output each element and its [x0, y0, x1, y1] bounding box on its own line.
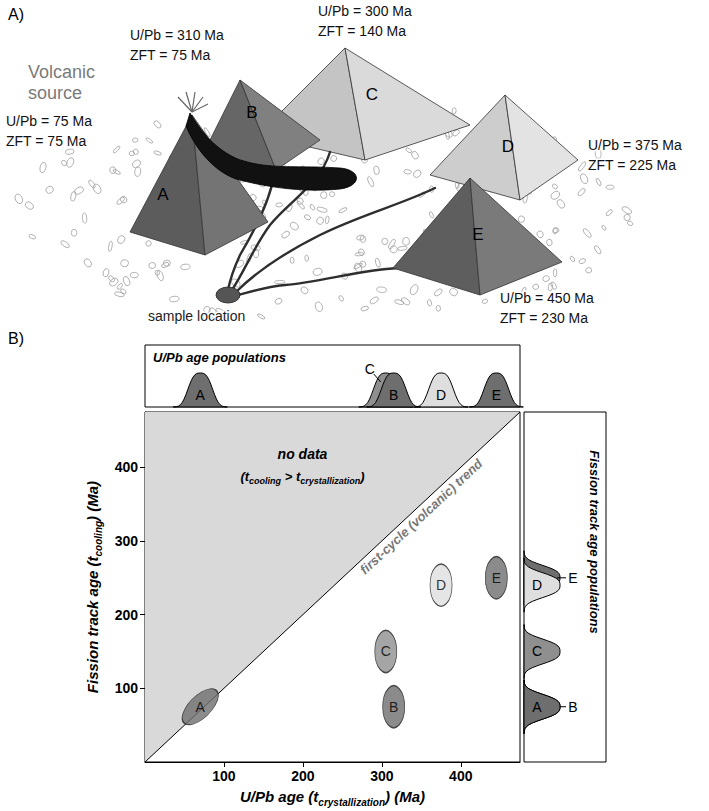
svg-text:sample location: sample location: [148, 308, 245, 324]
svg-text:B: B: [389, 699, 398, 715]
svg-text:A: A: [196, 387, 206, 403]
svg-text:D: D: [436, 387, 446, 403]
svg-text:D: D: [436, 577, 446, 593]
svg-text:cooling: cooling: [93, 521, 104, 557]
svg-text:ZFT = 230 Ma: ZFT = 230 Ma: [500, 310, 588, 326]
svg-text:first-cycle (volcanic) trend: first-cycle (volcanic) trend: [357, 455, 486, 577]
svg-text:E: E: [492, 570, 501, 586]
svg-text:B: B: [389, 387, 398, 403]
svg-text:C: C: [366, 85, 378, 104]
svg-text:D: D: [532, 577, 542, 593]
svg-text:) (Ma): ) (Ma): [84, 481, 101, 523]
svg-text:E: E: [492, 387, 501, 403]
svg-text:200: 200: [291, 768, 315, 784]
svg-text:t: t: [313, 788, 319, 805]
svg-text:Volcanic: Volcanic: [28, 62, 95, 82]
svg-text:U/Pb = 300 Ma: U/Pb = 300 Ma: [318, 3, 412, 19]
svg-text:Fission track age populations: Fission track age populations: [587, 450, 602, 633]
svg-text:B): B): [8, 330, 24, 347]
svg-text:crystallization: crystallization: [318, 797, 385, 808]
svg-text:U/Pb = 75 Ma: U/Pb = 75 Ma: [6, 113, 92, 129]
svg-text:A: A: [157, 185, 169, 204]
svg-text:U/Pb = 375 Ma: U/Pb = 375 Ma: [588, 137, 682, 153]
svg-text:400: 400: [449, 768, 473, 784]
svg-text:Fission track age (: Fission track age (: [84, 559, 101, 693]
svg-text:C: C: [365, 361, 375, 377]
svg-text:t: t: [295, 468, 301, 484]
svg-text:ZFT = 140 Ma: ZFT = 140 Ma: [318, 23, 406, 39]
svg-text:A: A: [532, 699, 542, 715]
svg-text:cooling: cooling: [249, 476, 281, 486]
svg-text:400: 400: [115, 459, 139, 475]
svg-text:U/Pb age populations: U/Pb age populations: [153, 350, 286, 365]
svg-text:A: A: [196, 699, 206, 715]
svg-text:B: B: [246, 103, 257, 122]
svg-text:C: C: [532, 643, 542, 659]
svg-text:ZFT = 75 Ma: ZFT = 75 Ma: [130, 47, 210, 63]
html-text:(t: (t: [240, 468, 250, 484]
svg-text:100: 100: [212, 768, 236, 784]
svg-text:) (Ma): ) (Ma): [383, 788, 425, 805]
svg-text:no data: no data: [278, 446, 328, 462]
svg-text:D: D: [502, 137, 514, 156]
svg-text:U/Pb = 450 Ma: U/Pb = 450 Ma: [500, 290, 594, 306]
svg-text:source: source: [28, 83, 82, 103]
svg-text:U/Pb age (: U/Pb age (: [240, 788, 315, 805]
svg-text:>: >: [281, 469, 296, 484]
svg-text:300: 300: [370, 768, 394, 784]
svg-text:crystallization: crystallization: [300, 476, 361, 486]
svg-text:): ): [358, 469, 364, 484]
svg-text:U/Pb = 310 Ma: U/Pb = 310 Ma: [130, 27, 224, 43]
svg-text:C: C: [381, 643, 391, 659]
svg-text:300: 300: [115, 533, 139, 549]
svg-text:A): A): [8, 6, 24, 23]
svg-text:100: 100: [115, 680, 139, 696]
svg-text:200: 200: [115, 607, 139, 623]
svg-text:E: E: [472, 225, 483, 244]
svg-text:ZFT = 225 Ma: ZFT = 225 Ma: [588, 157, 676, 173]
svg-text:E: E: [568, 570, 577, 586]
svg-text:ZFT = 75 Ma: ZFT = 75 Ma: [6, 133, 86, 149]
svg-text:B: B: [568, 699, 577, 715]
